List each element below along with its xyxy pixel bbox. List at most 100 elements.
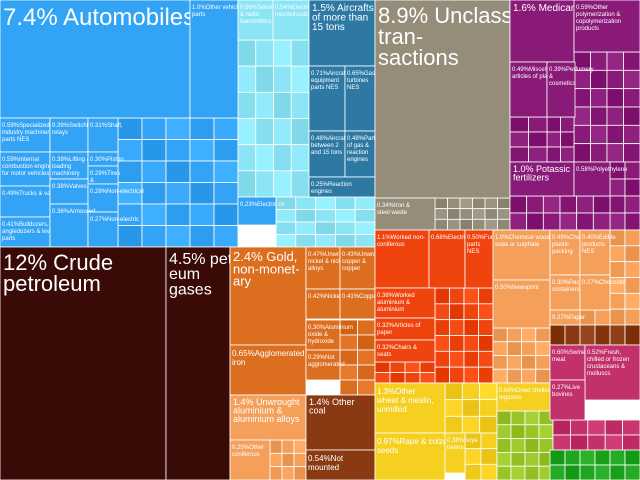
filler-15-cell	[564, 324, 581, 346]
filler-1-cell	[290, 39, 310, 67]
tile-label-armoured: 0.36%Armoured	[52, 209, 95, 215]
filler-11-cell	[463, 350, 479, 368]
filler-16-cell	[535, 341, 551, 356]
tile-label-reaction-engines: 0.25%Reaction	[311, 182, 352, 188]
filler-12-cell	[389, 361, 406, 373]
filler-1-cell	[290, 118, 310, 146]
filler-8-cell	[542, 195, 561, 214]
tile-bulldozers-angledozers-levelers-parts	[0, 216, 51, 248]
tile-label-furniture-parts-nes: 0.50%Furniture	[467, 235, 509, 241]
filler-0-cell	[141, 225, 167, 248]
filler-1-cell	[290, 144, 310, 172]
filler-9-cell	[357, 334, 376, 351]
tile-label-paper: 0.27%Paper	[552, 315, 585, 321]
filler-2-cell	[315, 221, 336, 235]
tile-label-internal-combustion-engines-for-motor-vehicles-line-1: combustion engines	[2, 164, 55, 170]
filler-0-cell	[189, 203, 215, 226]
filler-10-cell	[293, 452, 307, 468]
filler-19-cell	[496, 465, 512, 480]
tile-trucks-vans	[0, 185, 51, 218]
tile-label-tires-line-1: &	[90, 178, 94, 184]
tile-label-edible-products-nes: 0.40%Edible	[582, 235, 616, 241]
tile-label-chemical-wood-pulp-soda-or-sulphate-line-1: soda or sulphate	[495, 242, 540, 248]
tile-label-television-radio-transmitters-line-2: transmitters	[240, 19, 271, 25]
filler-21-cell	[549, 449, 566, 466]
tile-label-other-wheat-meslin-unmilled: 1.3%Other	[377, 387, 416, 396]
filler-3-cell	[497, 197, 511, 210]
filler-12-cell	[419, 372, 436, 384]
filler-17-cell	[444, 415, 463, 434]
filler-0-cell	[189, 160, 215, 183]
filler-10-cell	[281, 452, 295, 468]
filler-2-cell	[275, 209, 297, 223]
filler-4-cell	[606, 106, 624, 126]
filler-10-cell	[293, 439, 307, 454]
tile-label-unwrought-aluminium-aluminium-alloys: 1.4% Unwrought	[233, 397, 300, 407]
filler-4-cell	[623, 106, 640, 126]
tile-label-aluminium-oxide-hydroxide: 0.30%Aluminium	[308, 325, 353, 331]
filler-20-cell	[622, 434, 640, 451]
filler-17-cell	[444, 382, 463, 401]
tile-label-edible-products-nes-line-2: NES	[582, 249, 594, 255]
tile-label-other-coniferous-line-1: coniferous	[232, 452, 260, 458]
filler-3-cell	[447, 208, 461, 220]
tile-perfumery-cosmetics	[546, 61, 576, 118]
filler-19-cell	[496, 424, 512, 439]
tile-chairs-seats	[374, 339, 436, 363]
filler-17-cell	[461, 415, 481, 434]
tile-television-radio-transmitters	[237, 0, 274, 41]
tile-label-swine-meat-line-1: meat	[552, 357, 566, 363]
tile-label-medicaments: 1.6% Medicaments	[513, 3, 598, 14]
filler-3-cell	[497, 208, 511, 220]
filler-7-cell	[609, 212, 626, 231]
filler-12-cell	[374, 372, 391, 384]
tile-paper	[549, 309, 581, 326]
filler-8-cell	[576, 212, 594, 231]
filler-13-cell	[624, 308, 640, 326]
filler-21-cell	[564, 464, 581, 480]
tile-label-worked-aluminium-aluminium-line-1: aluminium &	[377, 300, 410, 306]
tile-label-specialized-industry-machinery-parts-nes-line-1: industry machinery &	[2, 130, 58, 136]
filler-0-cell	[165, 203, 191, 226]
filler-10-cell	[281, 466, 295, 480]
filler-11-cell	[449, 335, 465, 352]
filler-15-cell	[594, 324, 611, 346]
tile-label-chocolate-plastic-packing-line-1: plastic	[552, 242, 569, 248]
filler-9-cell	[339, 334, 358, 351]
filler-1-cell	[290, 170, 310, 198]
filler-1-cell	[237, 39, 257, 67]
filler-11-cell	[434, 335, 450, 352]
tile-label-crude-petroleum: 12% Crude	[3, 250, 113, 275]
filler-2-cell	[354, 209, 376, 223]
filler-1-cell	[237, 144, 257, 172]
tile-label-swine-meat: 0.60%Swine	[552, 350, 586, 356]
tile-label-aircraft-of-between-2-and-15-tons: 0.48%Aircraft of	[311, 136, 354, 142]
filler-0-cell	[165, 139, 191, 162]
filler-9-cell	[357, 349, 376, 366]
tile-label-unwrought-copper-copper: 0.43%Unwrought	[342, 252, 388, 258]
filler-17-cell	[444, 399, 463, 417]
tile-label-parts-of-gas-reaction-engines-line-1: of gas &	[347, 143, 369, 149]
filler-13-cell	[624, 277, 640, 294]
tile-iron-steel-waste	[374, 197, 436, 231]
filler-1-cell	[255, 144, 274, 172]
filler-13-cell	[624, 229, 640, 247]
tile-live-bovines	[549, 379, 586, 421]
filler-4-cell	[573, 88, 591, 108]
tile-crude-petroleum	[0, 246, 167, 480]
filler-2-cell	[315, 196, 336, 210]
tile-label-aircraft-of-between-2-and-15-tons-line-2: and 15 tons	[311, 150, 342, 156]
filler-20-cell	[587, 419, 606, 436]
tile-label-unwrought-nickel-nickel-alloys: 0.47%Unwrought	[308, 252, 354, 258]
tile-label-unwrought-nickel-nickel-alloys-line-2: alloys	[308, 266, 323, 272]
filler-18-cell	[480, 463, 498, 480]
filler-16-cell	[521, 368, 537, 384]
filler-13-cell	[624, 245, 640, 263]
tile-label-fresh-chilled-or-frozen-crustaceans-molluscs: 0.52%Fresh,	[587, 350, 621, 356]
filler-21-cell	[609, 449, 626, 466]
tile-shaft	[87, 117, 119, 153]
filler-1-cell	[255, 118, 274, 146]
tile-label-dried-shelled-legumes: 0.68%Dried shelled	[499, 388, 551, 394]
filler-21-cell	[564, 449, 581, 466]
